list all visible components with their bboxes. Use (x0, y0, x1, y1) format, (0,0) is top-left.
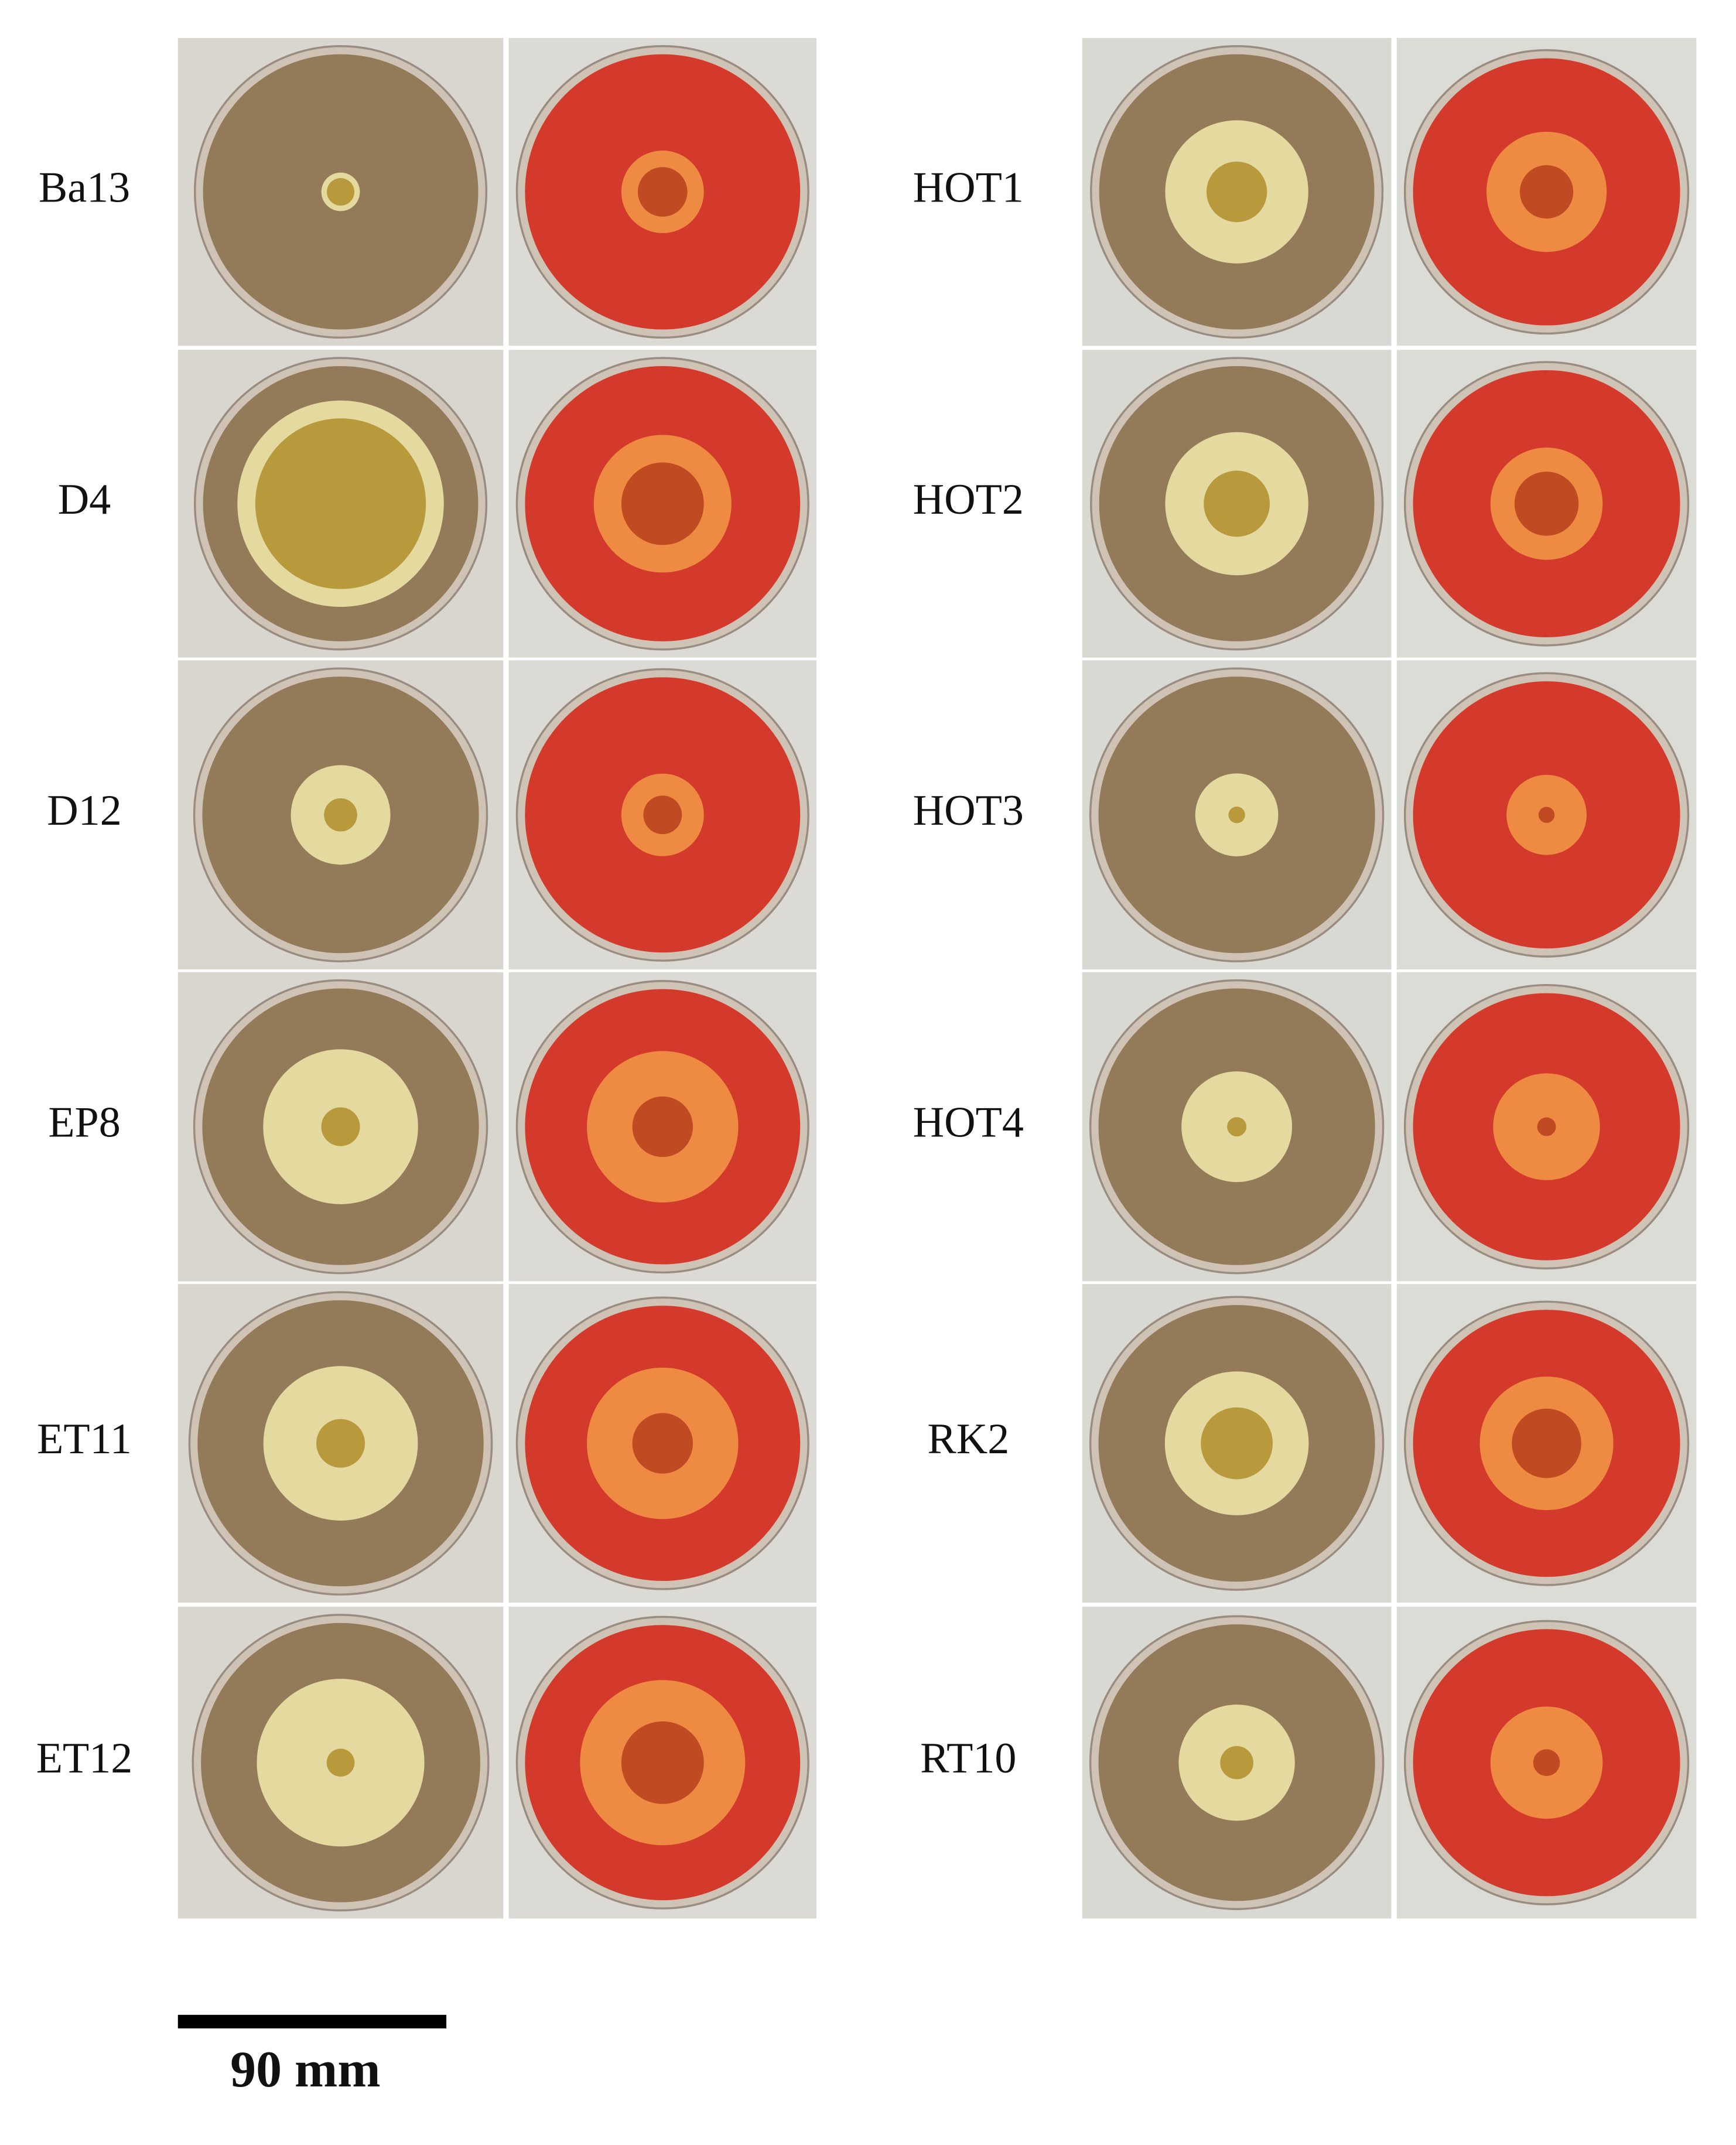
colony (1204, 470, 1270, 537)
colony (632, 1413, 693, 1474)
colony (621, 1721, 704, 1804)
colony (1206, 161, 1267, 223)
strain-label: ET11 (37, 1415, 132, 1463)
scale-bar (177, 2014, 447, 2028)
colony (255, 418, 426, 589)
colony (321, 1107, 360, 1146)
colony (621, 462, 704, 545)
strain-label: ET12 (36, 1734, 133, 1782)
colony (1227, 1117, 1247, 1137)
colony (638, 167, 688, 217)
strain-label: HOT2 (913, 476, 1024, 524)
colony (1519, 165, 1574, 219)
colony (1533, 1749, 1560, 1777)
colony (1537, 1117, 1556, 1136)
colony (327, 178, 355, 206)
colony (316, 1419, 365, 1468)
colony (324, 798, 357, 832)
colony (1201, 1407, 1273, 1480)
colony (326, 1748, 355, 1777)
colony (1538, 807, 1555, 823)
strain-label: HOT4 (913, 1099, 1024, 1147)
strain-label: EP8 (48, 1099, 120, 1147)
strain-label: RT10 (920, 1734, 1016, 1782)
colony (1514, 472, 1579, 536)
colony (1220, 1746, 1253, 1779)
colony (1512, 1408, 1581, 1478)
scale-bar-label: 90 mm (230, 2041, 380, 2098)
strain-label: Ba13 (39, 164, 130, 212)
strain-label: D4 (58, 476, 111, 524)
strain-label: HOT1 (913, 164, 1024, 212)
strain-label: RK2 (927, 1415, 1009, 1463)
strain-label: D12 (47, 787, 122, 835)
colony (643, 795, 682, 835)
strain-label: HOT3 (913, 787, 1024, 835)
colony (1228, 807, 1245, 824)
colony (632, 1096, 693, 1157)
